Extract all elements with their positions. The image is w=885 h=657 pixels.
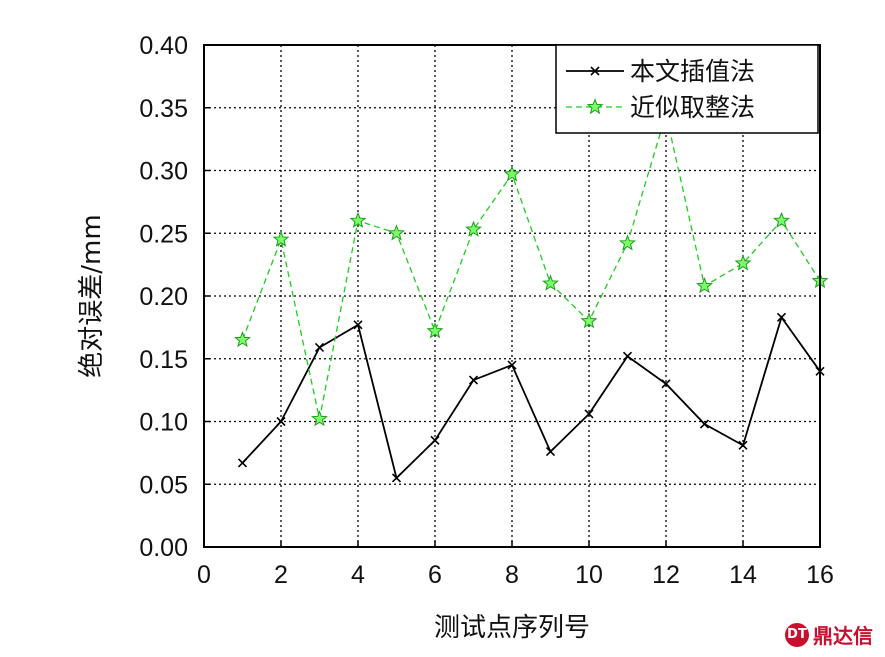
series-2-point [773, 211, 790, 228]
series-2-point [388, 224, 405, 241]
series-1-point [507, 360, 517, 370]
y-tick-label: 0.20 [139, 283, 188, 311]
gridlines [204, 45, 820, 547]
series-2-point [311, 410, 328, 427]
legend-label: 近似取整法 [630, 93, 755, 122]
x-tick-label: 14 [729, 561, 757, 589]
series-2-point [734, 254, 752, 271]
series-1-point [353, 320, 363, 330]
series-2-point [349, 211, 367, 228]
series-2-point [619, 234, 636, 251]
y-tick-label: 0.15 [139, 346, 188, 374]
series-2-point [465, 220, 482, 237]
series-2-point [503, 165, 521, 182]
series-2-point [580, 312, 598, 329]
series-2-point [696, 277, 713, 294]
y-tick-label: 0.35 [139, 95, 188, 123]
x-tick-label: 0 [197, 561, 211, 589]
y-tick-label: 0.30 [139, 158, 188, 186]
series-1-point [314, 342, 325, 353]
y-axis-ticks: 0.00 0.05 0.10 0.15 0.20 0.25 0.30 0.35 0.40 [139, 32, 210, 562]
series-1-point [276, 416, 286, 427]
legend-entry: 本文插值法 [566, 57, 755, 86]
series-2 [234, 105, 829, 427]
series-2-point [234, 331, 251, 348]
legend-box [555, 44, 819, 134]
y-tick-label: 0.05 [139, 471, 188, 499]
y-tick-label: 0.10 [139, 409, 188, 437]
y-tick-label: 0.25 [139, 220, 188, 248]
x-tick-label: 6 [428, 561, 442, 589]
series-1-point [584, 409, 594, 419]
watermark: DT 鼎达信 [785, 620, 873, 649]
y-axis-title: 绝对误差/mm [77, 214, 107, 377]
series-1-point [468, 375, 479, 385]
x-axis-title: 测试点序列号 [434, 613, 590, 643]
series-1-point [622, 351, 633, 361]
series-1-point [738, 440, 748, 450]
watermark-text: 鼎达信 [813, 624, 873, 648]
x-tick-label: 2 [274, 561, 288, 589]
series-1-point [661, 379, 671, 389]
series-2-point [272, 230, 290, 247]
legend-marker [590, 66, 600, 76]
x-tick-label: 4 [351, 561, 365, 589]
watermark-logo-icon: DT [785, 622, 809, 647]
x-tick-label: 8 [505, 561, 519, 589]
x-tick-label: 16 [806, 561, 834, 589]
series-2-point [542, 274, 559, 291]
x-tick-label: 12 [652, 561, 680, 589]
x-tick-label: 10 [575, 561, 603, 589]
series-1-point [699, 419, 710, 429]
series-1 [237, 312, 825, 483]
series-1-point [776, 312, 787, 322]
series-2-line [241, 111, 821, 420]
legend-entry: 近似取整法 [566, 93, 755, 122]
y-tick-label: 0.40 [139, 32, 188, 60]
series-1-point [237, 458, 248, 468]
series-layer [234, 105, 829, 483]
legend-marker [586, 98, 604, 115]
y-tick-label: 0.00 [139, 534, 188, 562]
x-axis-ticks: 0 2 4 6 8 10 12 14 16 [197, 541, 834, 589]
series-1-point [545, 447, 556, 457]
series-1-line [241, 315, 821, 480]
series-1-point [430, 435, 440, 445]
legend-label: 本文插值法 [630, 57, 755, 86]
series-1-point [391, 473, 402, 483]
series-2-point [426, 322, 444, 339]
